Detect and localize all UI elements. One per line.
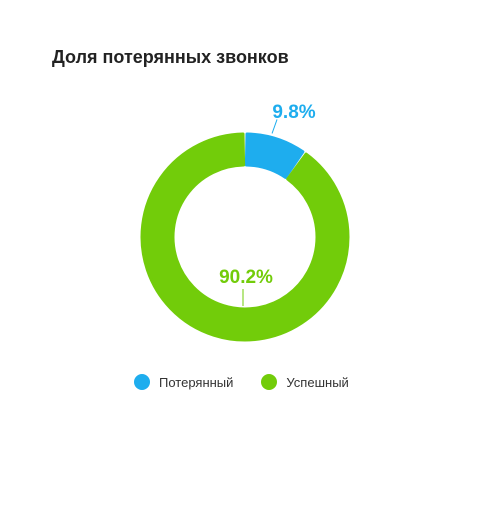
legend-swatch-success <box>261 374 278 390</box>
legend-label-lost: Потерянный <box>159 374 234 390</box>
legend-swatch-lost <box>134 374 150 390</box>
legend-label-success: Успешный <box>286 374 349 390</box>
value-label-success: 90.2% <box>219 267 273 288</box>
legend-item-lost[interactable]: Потерянный <box>134 374 233 390</box>
chart-title: Доля потерянных звонков <box>52 47 289 67</box>
slice-lost[interactable] <box>244 132 305 179</box>
legend-item-success[interactable]: Успешный <box>261 374 349 390</box>
slice-success[interactable] <box>140 132 350 342</box>
value-label-lost: 9.8% <box>272 102 315 123</box>
legend: Потерянный Успешный <box>134 374 377 390</box>
leader-line-lost <box>271 119 278 134</box>
